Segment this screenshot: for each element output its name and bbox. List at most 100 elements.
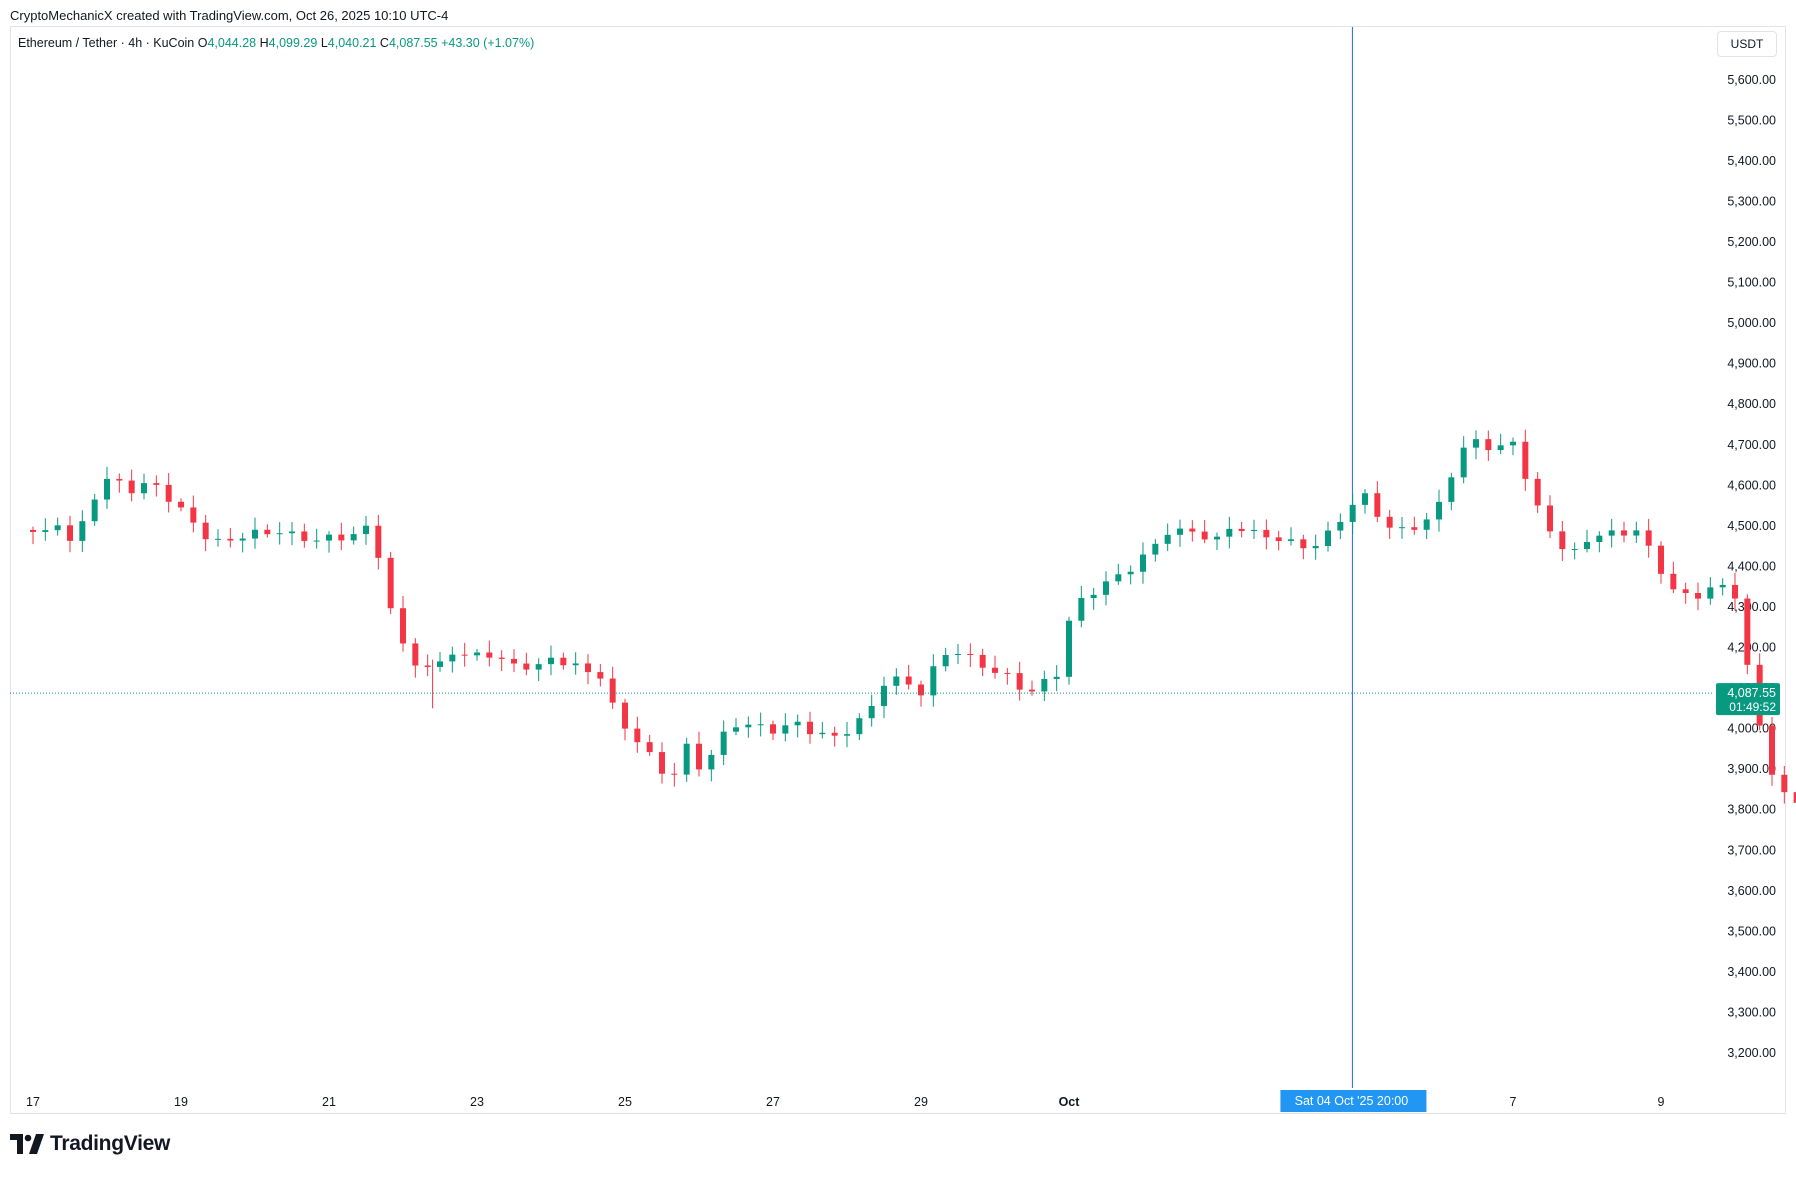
candle-body bbox=[659, 752, 665, 774]
candle-body bbox=[622, 702, 628, 729]
candle-body bbox=[227, 538, 234, 541]
candle-body bbox=[1448, 477, 1455, 502]
chart-attribution: CryptoMechanicX created with TradingView… bbox=[10, 8, 449, 23]
y-tick-label: 4,200.00 bbox=[1727, 641, 1776, 655]
candle-body bbox=[646, 742, 653, 753]
candle-body bbox=[1534, 478, 1541, 506]
candle-body bbox=[955, 653, 961, 655]
candle-body bbox=[301, 531, 308, 541]
candle-body bbox=[1497, 445, 1504, 451]
candle-body bbox=[1325, 530, 1331, 547]
high-value: 4,099.29 bbox=[268, 36, 318, 50]
candle-body bbox=[1769, 725, 1775, 775]
candle-body bbox=[375, 525, 382, 558]
price-tag-value: 4,087.55 bbox=[1727, 686, 1776, 700]
y-tick-label: 4,700.00 bbox=[1727, 438, 1776, 452]
open-label: O bbox=[197, 36, 208, 50]
candle-body bbox=[264, 529, 271, 535]
close-value: 4,087.55 bbox=[388, 36, 438, 50]
candle-body bbox=[461, 654, 468, 656]
candle-body bbox=[1399, 527, 1405, 529]
tradingview-logo[interactable]: TradingView bbox=[10, 1130, 170, 1158]
candle-body bbox=[634, 728, 641, 743]
currency-selector[interactable]: USDT bbox=[1717, 31, 1777, 57]
candle-body bbox=[1004, 672, 1011, 674]
y-tick-label: 3,400.00 bbox=[1727, 965, 1776, 979]
x-tick-label: 21 bbox=[322, 1095, 336, 1109]
change-value: +43.30 (+1.07%) bbox=[441, 36, 535, 50]
candle-body bbox=[1522, 441, 1529, 479]
candle-body bbox=[498, 657, 505, 659]
candle-body bbox=[54, 525, 61, 531]
candle-body bbox=[202, 522, 209, 540]
price-tag-box bbox=[1716, 683, 1780, 716]
candle-body bbox=[190, 507, 197, 523]
y-tick-label: 4,800.00 bbox=[1727, 397, 1776, 411]
candle-body bbox=[178, 501, 184, 508]
candle-body bbox=[412, 643, 419, 666]
y-tick-label: 5,500.00 bbox=[1727, 113, 1776, 127]
candle-body bbox=[276, 533, 283, 535]
candle-body bbox=[523, 663, 530, 670]
candle-body bbox=[387, 557, 394, 609]
candle-body bbox=[215, 538, 221, 540]
candle-body bbox=[1349, 504, 1356, 522]
symbol-info: Ethereum / Tether · 4h · KuCoin bbox=[18, 36, 195, 50]
candle-body bbox=[893, 676, 900, 686]
y-tick-label: 4,500.00 bbox=[1727, 519, 1776, 533]
candle-body bbox=[1682, 589, 1689, 594]
candle-body bbox=[486, 652, 493, 658]
candle-body bbox=[1658, 545, 1664, 574]
candle-body bbox=[671, 773, 678, 775]
candle-body bbox=[116, 478, 123, 481]
candle-body bbox=[1596, 535, 1603, 543]
candle-body bbox=[1732, 584, 1738, 599]
candle-body bbox=[1744, 598, 1751, 665]
y-tick-label: 4,000.00 bbox=[1727, 722, 1776, 736]
candle-body bbox=[42, 530, 49, 532]
candle-body bbox=[252, 529, 258, 539]
candle-body bbox=[1781, 774, 1788, 793]
close-label: C bbox=[379, 36, 389, 50]
price-tag-countdown: 01:49:52 bbox=[1729, 700, 1776, 714]
marker-label-text: Sat 04 Oct '25 20:00 bbox=[1295, 1094, 1409, 1108]
candle-body bbox=[79, 521, 86, 541]
candle-body bbox=[1251, 529, 1257, 532]
candle-body bbox=[1793, 792, 1796, 803]
candle-body bbox=[91, 499, 98, 522]
marker-label-box bbox=[1280, 1090, 1427, 1112]
candle-body bbox=[1645, 530, 1652, 546]
candle-body bbox=[67, 525, 73, 541]
candle-body bbox=[733, 727, 739, 732]
candle-body bbox=[1090, 594, 1097, 598]
candle-body bbox=[239, 538, 246, 541]
candle-body bbox=[807, 721, 813, 735]
candle-body bbox=[326, 534, 332, 541]
candle-body bbox=[1386, 516, 1393, 528]
candle-body bbox=[1214, 536, 1220, 540]
candle-body bbox=[696, 743, 702, 770]
candle-body bbox=[1177, 528, 1183, 535]
candle-body bbox=[1608, 530, 1615, 536]
candle-body bbox=[1423, 519, 1430, 530]
candle-body bbox=[967, 653, 974, 655]
candle-body bbox=[918, 684, 924, 696]
candle-body bbox=[400, 608, 406, 644]
candle-body bbox=[1337, 521, 1344, 531]
candle-body bbox=[868, 705, 875, 719]
candle-body bbox=[1288, 539, 1294, 541]
candle-body bbox=[165, 484, 172, 502]
candle-body bbox=[979, 654, 986, 668]
candle-body bbox=[745, 724, 752, 728]
candle-body bbox=[1189, 528, 1196, 532]
candle-body bbox=[1719, 584, 1726, 588]
candle-body bbox=[1066, 620, 1072, 677]
candle-body bbox=[535, 664, 542, 670]
candle-body bbox=[289, 531, 295, 534]
candle-body bbox=[572, 663, 579, 666]
candle-body bbox=[1633, 530, 1640, 536]
candle-body bbox=[1029, 689, 1035, 692]
candle-body bbox=[1152, 543, 1159, 555]
